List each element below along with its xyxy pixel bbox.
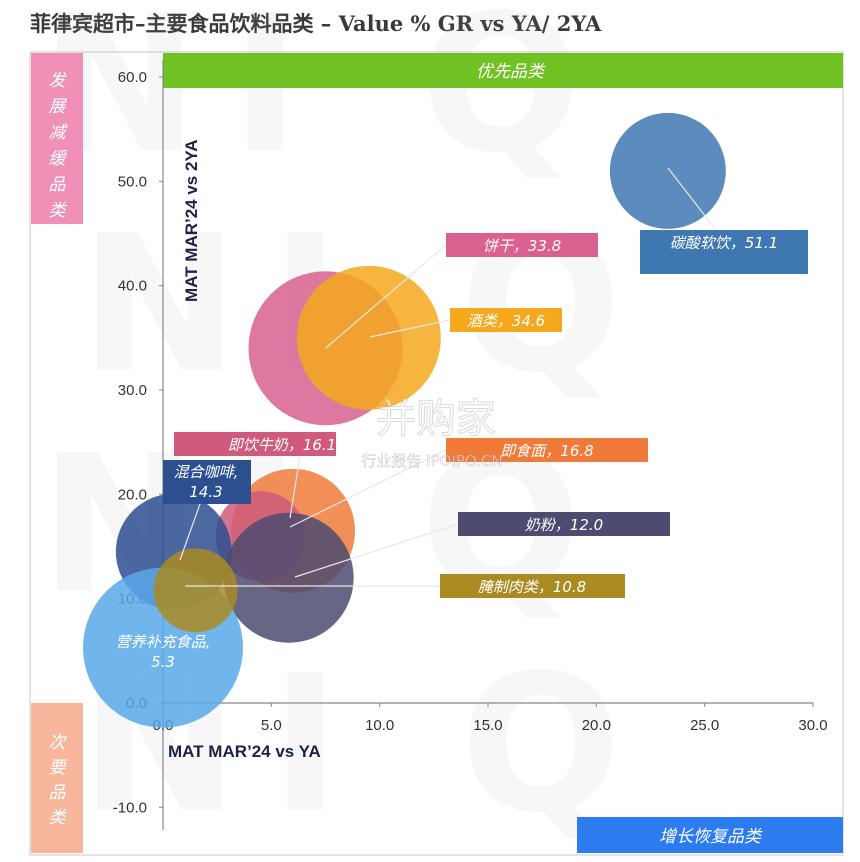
- y-tick-label: 50.0: [118, 173, 147, 190]
- bubble-labels: 饼干，33.8 酒类，34.6 碳酸软饮，51.1 即饮牛奶，16.1 即食面，16.8…: [116, 167, 808, 671]
- data-label-line: 14.3: [189, 483, 222, 501]
- data-label-line: 碳酸软饮，51.1: [670, 234, 778, 252]
- x-tick-label: 5.0: [261, 717, 282, 734]
- data-label-即饮牛奶: 即饮牛奶，16.1: [228, 436, 336, 454]
- data-label-即食面: 即食面，16.8: [500, 442, 593, 460]
- leader-line: [369, 319, 451, 338]
- quadrant-bottom-right-label: 增长恢复品类: [659, 827, 763, 847]
- x-tick-label: 25.0: [690, 717, 719, 734]
- bubble-腌制肉类: [153, 548, 238, 633]
- chart-frame: [29, 51, 844, 856]
- quadrant-top-left-char: 类: [49, 201, 68, 221]
- quadrant-bottom-left-char: 次: [49, 733, 68, 753]
- x-tick-label: 30.0: [798, 717, 827, 734]
- watermark-sub: 行业报告 IPOIPO.CN: [361, 452, 502, 470]
- leader-line: [179, 503, 201, 561]
- quadrant-top-box: [163, 53, 843, 88]
- quadrant-top-label: 优先品类: [476, 62, 546, 82]
- y-tick-label: 40.0: [118, 278, 147, 295]
- background-watermark: NIQNIQNIQNIQ: [40, 0, 622, 855]
- data-label-line: 酒类，34.6: [467, 312, 545, 330]
- data-label-碳酸软饮: 碳酸软饮，51.1: [670, 234, 778, 252]
- data-label-饼干: 饼干，33.8: [483, 237, 561, 255]
- leader-line: [289, 449, 447, 528]
- quadrant-top-left-char: 减: [49, 123, 69, 143]
- data-label-line: 即饮牛奶，16.1: [228, 436, 336, 454]
- y-tick-label: 30.0: [118, 382, 147, 399]
- leader-line: [667, 167, 717, 231]
- data-label-混合咖啡: 混合咖啡, 14.3: [174, 463, 239, 501]
- watermark-letter: I: [230, 0, 301, 195]
- bubble-碳酸软饮: [609, 112, 726, 229]
- label-box-奶粉: [458, 512, 670, 536]
- watermark-letter: N: [80, 194, 239, 415]
- label-box-即饮牛奶: [174, 432, 336, 456]
- data-label-line: 混合咖啡,: [174, 463, 239, 481]
- y-tick-label: -10.0: [113, 799, 147, 816]
- x-tick-label: 20.0: [582, 717, 611, 734]
- x-tick-label: 10.0: [365, 717, 394, 734]
- watermark-letter: Q: [460, 194, 622, 415]
- data-label-营养补充食品: 营养补充食品, 5.3: [116, 633, 211, 671]
- data-label-酒类: 酒类，34.6: [467, 312, 545, 330]
- data-label-line: 营养补充食品,: [116, 633, 211, 651]
- quadrant-top-left-char: 展: [49, 97, 68, 117]
- quadrant-bottom-right-box: [577, 817, 843, 853]
- quadrant-bottom-left-char: 要: [49, 758, 69, 778]
- bubbles: [83, 112, 726, 728]
- leader-line: [294, 523, 459, 578]
- quadrant-bottom-left-box: [31, 703, 83, 853]
- quadrant-top-left-char: 品: [49, 175, 67, 195]
- label-box-碳酸软饮: [640, 230, 808, 274]
- label-box-酒类: [450, 308, 562, 332]
- data-label-奶粉: 奶粉，12.0: [525, 516, 603, 534]
- quadrant-top-left-char: 发: [49, 71, 68, 91]
- y-tick-label: 20.0: [118, 486, 147, 503]
- data-label-line: 饼干，33.8: [483, 237, 561, 255]
- leader-line: [325, 244, 447, 349]
- data-label-腌制肉类: 腌制肉类，10.8: [478, 578, 586, 596]
- page-title: 菲律宾超市–主要食品饮料品类 – Value % GR vs YA/ 2YA: [30, 11, 602, 36]
- data-label-line: 奶粉，12.0: [525, 516, 603, 534]
- label-box-饼干: [446, 233, 598, 257]
- x-tick-label: 15.0: [473, 717, 502, 734]
- watermark-brand: 并购家: [376, 396, 496, 442]
- x-axis-title: MAT MAR’24 vs YA: [168, 742, 321, 761]
- watermark-letter: Q: [420, 0, 582, 195]
- label-box-混合咖啡: [163, 460, 251, 504]
- quadrant-bottom-left-char: 品: [49, 783, 67, 803]
- quadrant-top-left-box: [31, 53, 83, 224]
- leader-line: [289, 455, 301, 519]
- label-box-即食面: [446, 438, 648, 462]
- label-box-腌制肉类: [440, 574, 625, 598]
- data-label-line: 即食面，16.8: [500, 442, 593, 460]
- y-tick-label: 60.0: [118, 69, 147, 86]
- bubble-奶粉: [223, 512, 354, 643]
- quadrant-top-left-char: 缓: [49, 149, 68, 169]
- quadrant-bottom-left-char: 类: [49, 808, 68, 828]
- watermark-letter: I: [270, 634, 341, 855]
- bubble-酒类: [296, 265, 441, 410]
- data-label-line: 腌制肉类，10.8: [478, 578, 586, 596]
- y-axis-title: MAT MAR’24 vs 2YA: [182, 140, 201, 303]
- data-label-line: 5.3: [151, 653, 175, 671]
